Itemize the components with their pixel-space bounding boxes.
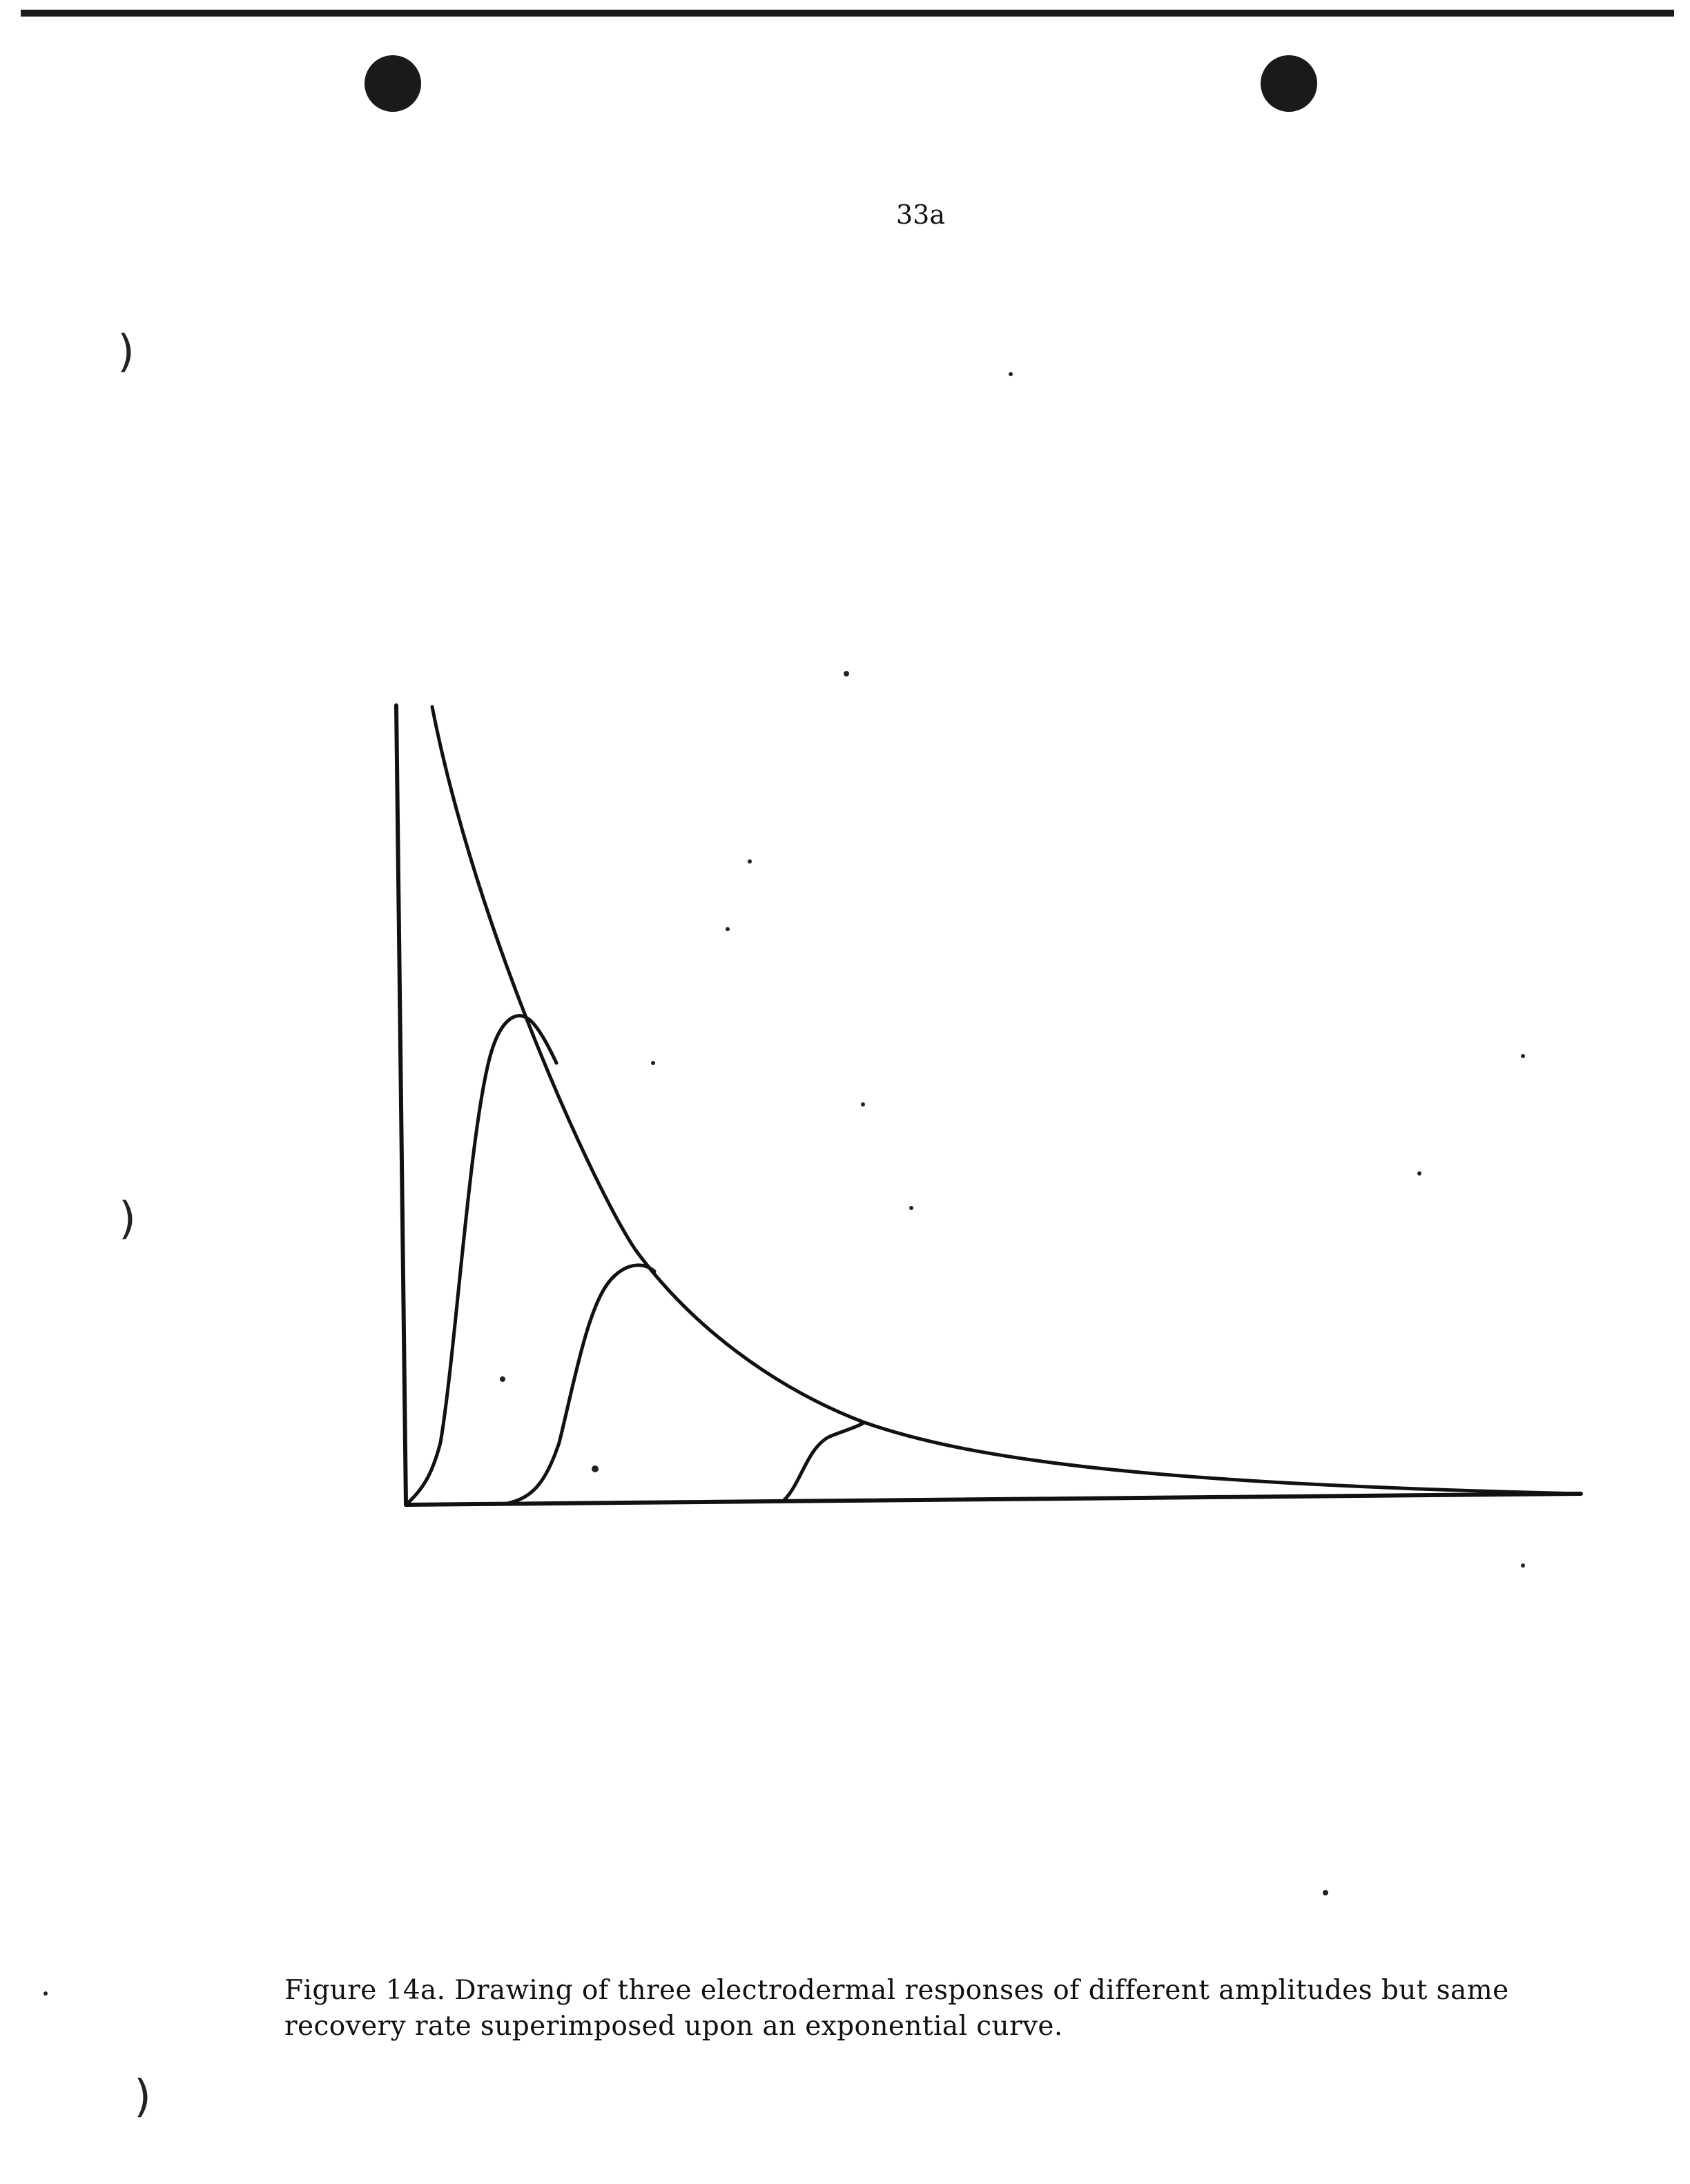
- speck: [592, 1465, 599, 1472]
- speck: [1323, 1890, 1328, 1895]
- speck: [500, 1376, 505, 1382]
- margin-mark-middle: ): [119, 1193, 136, 1245]
- binder-hole-right: [1261, 55, 1317, 112]
- margin-mark-top: ): [117, 326, 135, 378]
- speck: [1009, 372, 1013, 376]
- speck: [726, 927, 730, 931]
- speck: [909, 1206, 913, 1210]
- margin-mark-bottom: ): [134, 2071, 151, 2123]
- speck: [844, 671, 849, 676]
- speck: [1521, 1054, 1525, 1058]
- speck: [1417, 1171, 1421, 1176]
- speck: [43, 1991, 48, 1996]
- response-curve-medium: [505, 1263, 657, 1505]
- page-top-rule: [21, 10, 1674, 17]
- binder-hole-left: [365, 55, 421, 112]
- response-curve-small: [781, 1421, 865, 1503]
- y-axis: [394, 703, 408, 1507]
- speck: [748, 859, 752, 864]
- speck: [861, 1102, 865, 1106]
- exponential-curve: [430, 705, 1583, 1496]
- response-curve-large: [404, 1014, 559, 1507]
- speck: [651, 1061, 655, 1065]
- speck: [1521, 1563, 1525, 1568]
- x-axis: [404, 1492, 1583, 1507]
- page-number: 33a: [896, 199, 946, 230]
- figure-caption: Figure 14a. Drawing of three electroderm…: [284, 1975, 1509, 2042]
